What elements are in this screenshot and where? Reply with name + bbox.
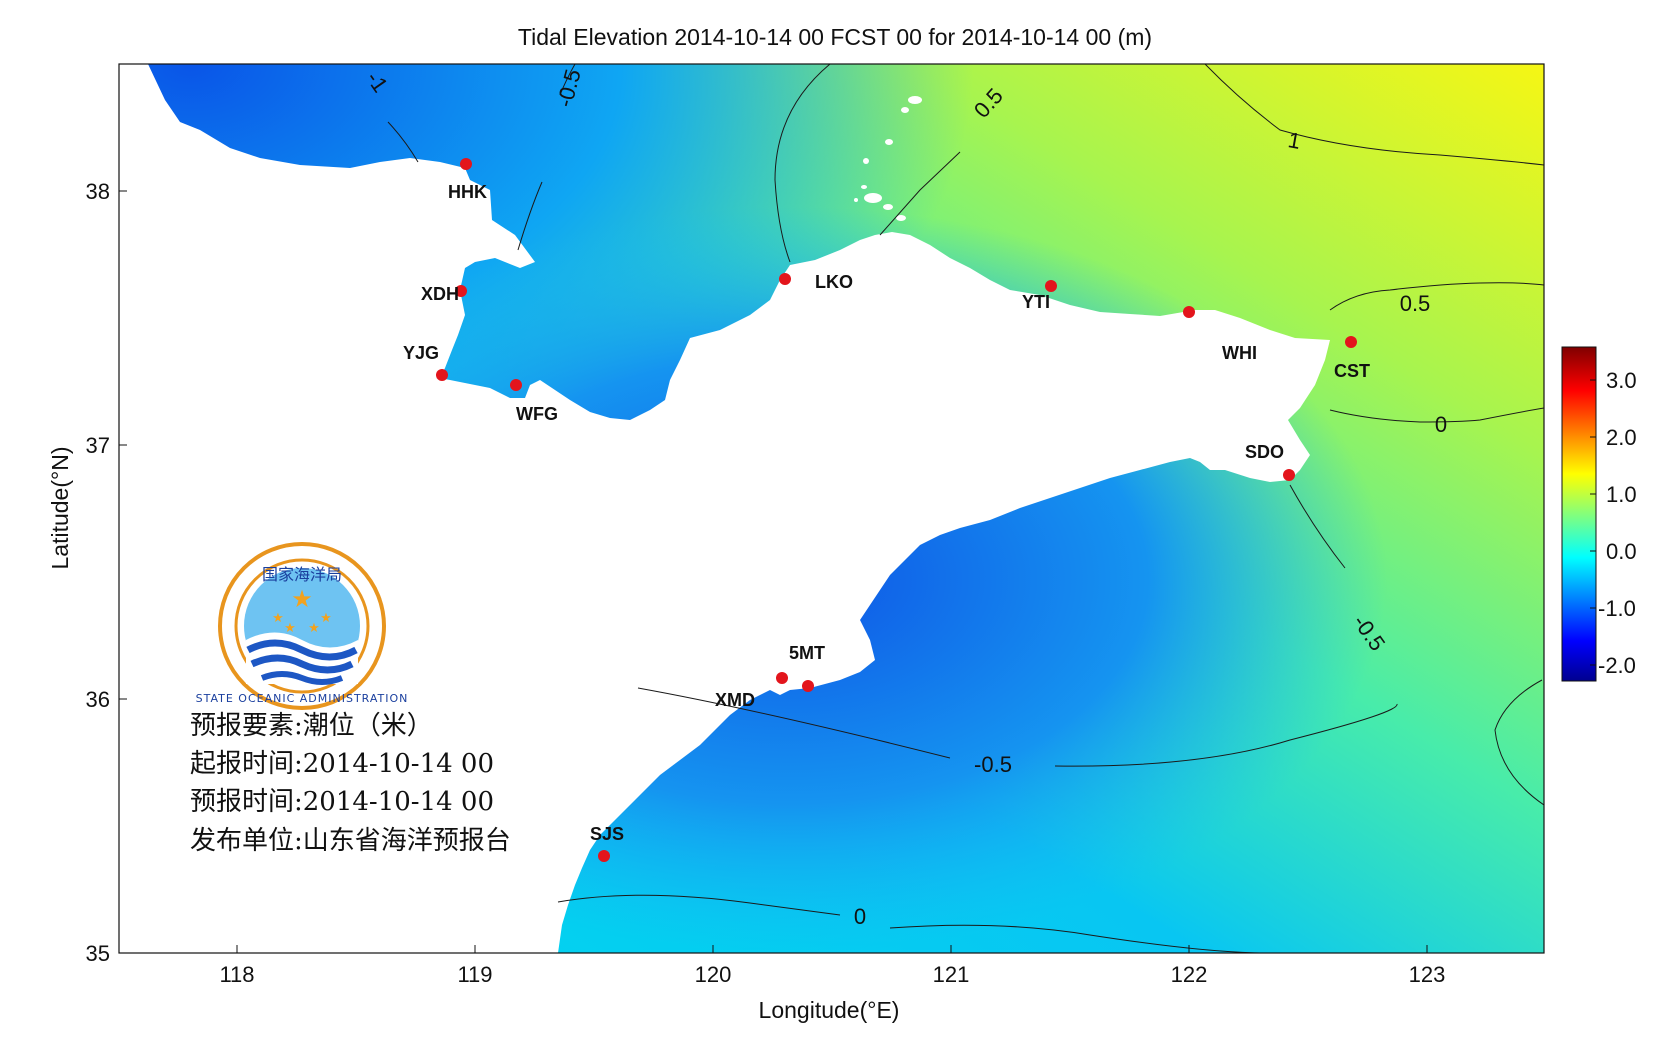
station-marker-sdo[interactable]: [1283, 469, 1295, 481]
x-tick-label: 122: [1171, 962, 1208, 987]
colorbar-ticks: [1590, 379, 1596, 666]
y-axis-label: Latitude(°N): [47, 447, 73, 570]
colorbar-tick-label: 1.0: [1606, 482, 1637, 507]
info-forecast-time: 预报时间:2014-10-14 00: [190, 787, 494, 817]
colorbar-tick-label: 3.0: [1606, 368, 1637, 393]
contour-lines: [387, 64, 1544, 953]
x-axis-label: Longitude(°E): [759, 997, 900, 1023]
x-tick-label: 119: [457, 962, 492, 987]
x-tick-label: 120: [695, 962, 732, 987]
station-marker-whi[interactable]: [1183, 306, 1195, 318]
star-icon: ★: [284, 620, 296, 635]
logo-top-text: 国家海洋局: [262, 565, 342, 584]
colorbar: [1561, 346, 1597, 682]
info-publisher: 发布单位:山东省海洋预报台: [190, 826, 511, 856]
station-marker-yjg[interactable]: [436, 369, 448, 381]
station-marker-hhk[interactable]: [460, 158, 472, 170]
x-axis: [236, 945, 1428, 953]
star-icon: ★: [308, 620, 320, 635]
station-marker-yti[interactable]: [1045, 280, 1057, 292]
miaodao-islands: [854, 96, 922, 221]
logo-ring-text: STATE OCEANIC ADMINISTRATION: [196, 692, 409, 705]
station-marker-xmd[interactable]: [802, 680, 814, 692]
station-label-5mt: 5MT: [789, 643, 825, 663]
y-tick-labels: 38 37 36 35: [86, 179, 110, 966]
info-block: 预报要素:潮位（米） 起报时间:2014-10-14 00 预报时间:2014-…: [190, 711, 511, 856]
land-bohai-west: [119, 64, 535, 400]
station-marker-xdh[interactable]: [455, 285, 467, 297]
station-label-lko: LKO: [815, 272, 853, 292]
x-tick-label: 123: [1409, 962, 1446, 987]
contour-label: -0.5: [974, 752, 1012, 777]
station-label-yjg: YJG: [403, 343, 439, 363]
plot-frame: [118, 63, 1545, 954]
station-marker-sjs[interactable]: [598, 850, 610, 862]
station-marker-5mt[interactable]: [776, 672, 788, 684]
info-start-time: 起报时间:2014-10-14 00: [190, 749, 494, 779]
colorbar-tick-label: -1.0: [1598, 596, 1636, 621]
star-icon: ★: [291, 586, 313, 613]
info-element: 预报要素:潮位（米）: [190, 711, 433, 741]
y-tick-label: 38: [86, 179, 110, 204]
star-icon: ★: [272, 610, 284, 625]
soa-logo: ★ ★ ★ ★ ★ 国家海洋局 STATE OCEANIC ADMINISTRA…: [196, 542, 409, 710]
x-tick-labels: 118 119 120 121 122 123: [219, 962, 1445, 987]
station-markers: [436, 158, 1357, 862]
contour-label: 0.5: [1400, 291, 1431, 316]
station-marker-lko[interactable]: [779, 273, 791, 285]
contour-label: 1: [1286, 127, 1302, 154]
station-label-yti: YTI: [1022, 292, 1050, 312]
station-label-wfg: WFG: [516, 404, 558, 424]
station-label-sjs: SJS: [590, 824, 624, 844]
station-label-whi: WHI: [1222, 343, 1257, 363]
colorbar-tick-label: 0.0: [1606, 539, 1637, 564]
colorbar-tick-labels: 3.0 2.0 1.0 0.0 -1.0 -2.0: [1598, 368, 1637, 678]
station-marker-wfg[interactable]: [510, 379, 522, 391]
contour-label: 0: [854, 904, 866, 929]
station-label-cst: CST: [1334, 361, 1370, 381]
station-label-xmd: XMD: [715, 690, 755, 710]
x-tick-label: 118: [219, 962, 254, 987]
station-marker-cst[interactable]: [1345, 336, 1357, 348]
y-tick-label: 37: [86, 433, 110, 458]
y-axis: [119, 190, 127, 954]
plot-area: -1 -0.5 0.5 1 0.5 0 -0.5 -0.5 0: [119, 64, 1544, 953]
y-tick-label: 36: [86, 687, 110, 712]
station-label-sdo: SDO: [1245, 442, 1284, 462]
star-icon: ★: [320, 610, 332, 625]
station-labels: HHK XDH YJG WFG LKO YTI WHI CST SDO 5MT …: [403, 182, 1370, 844]
colorbar-tick-label: 2.0: [1606, 425, 1637, 450]
land-shandong-peninsula: [119, 232, 1330, 953]
station-label-xdh: XDH: [421, 284, 459, 304]
x-tick-label: 121: [933, 962, 970, 987]
figure-title: Tidal Elevation 2014-10-14 00 FCST 00 fo…: [518, 24, 1152, 50]
contour-label: 0: [1435, 412, 1447, 437]
station-label-hhk: HHK: [448, 182, 487, 202]
y-tick-label: 35: [86, 941, 110, 966]
colorbar-tick-label: -2.0: [1598, 653, 1636, 678]
